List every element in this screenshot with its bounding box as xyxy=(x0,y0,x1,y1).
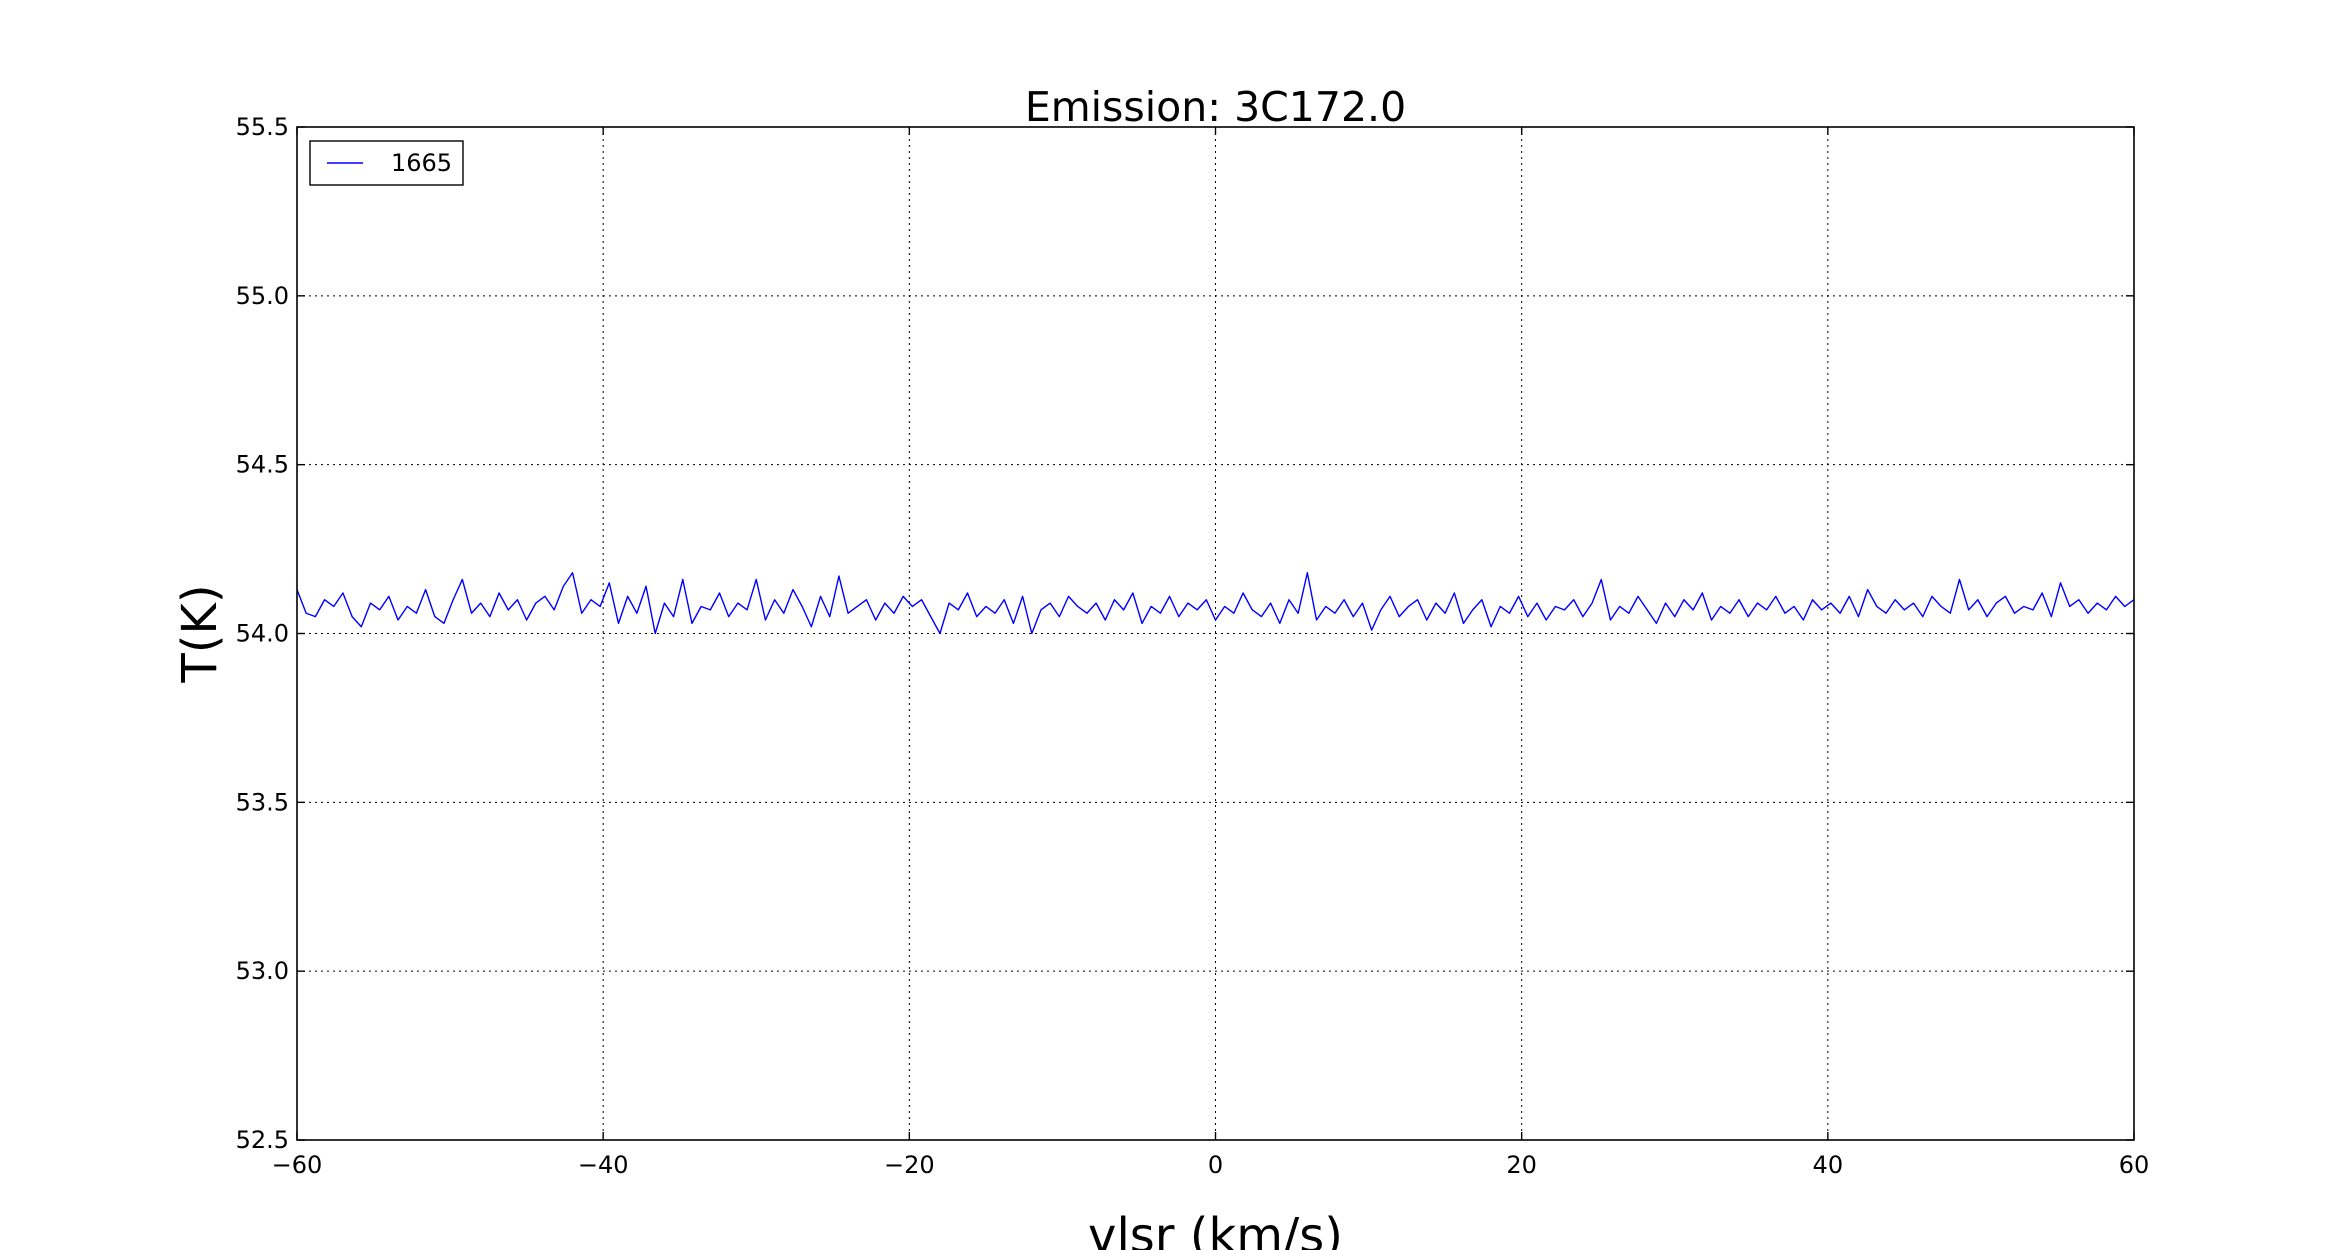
y-tick-label: 53.0 xyxy=(236,957,289,985)
chart-title: Emission: 3C172.0 xyxy=(1025,83,1406,131)
y-tick-label: 52.5 xyxy=(236,1126,289,1154)
x-tick-label: 60 xyxy=(2119,1151,2150,1179)
series-line-1665 xyxy=(296,572,2135,635)
y-tick-label: 54.5 xyxy=(236,451,289,479)
x-tick-label: −20 xyxy=(884,1151,935,1179)
tick-labels: −60 −40 −20 0 20 40 60 52.5 53.0 53.5 54.0 54.5 55.0… xyxy=(236,113,2150,1179)
y-tick-label: 55.0 xyxy=(236,282,289,310)
x-tick-label: 20 xyxy=(1506,1151,1537,1179)
y-tick-label: 53.5 xyxy=(236,788,289,816)
series-layer xyxy=(296,572,2135,635)
x-tick-label: −40 xyxy=(578,1151,629,1179)
ticks xyxy=(296,126,2135,1141)
x-axis-title: vlsr (km/s) xyxy=(1088,1208,1343,1250)
y-tick-label: 55.5 xyxy=(236,113,289,141)
x-tick-label: 40 xyxy=(1813,1151,1844,1179)
x-tick-label: 0 xyxy=(1208,1151,1223,1179)
grid xyxy=(297,127,2134,1140)
legend: 1665 xyxy=(309,140,464,186)
legend-label: 1665 xyxy=(391,149,452,177)
x-tick-label: −60 xyxy=(272,1151,323,1179)
y-axis-title: T(K) xyxy=(172,584,228,683)
y-tick-label: 54.0 xyxy=(236,620,289,648)
